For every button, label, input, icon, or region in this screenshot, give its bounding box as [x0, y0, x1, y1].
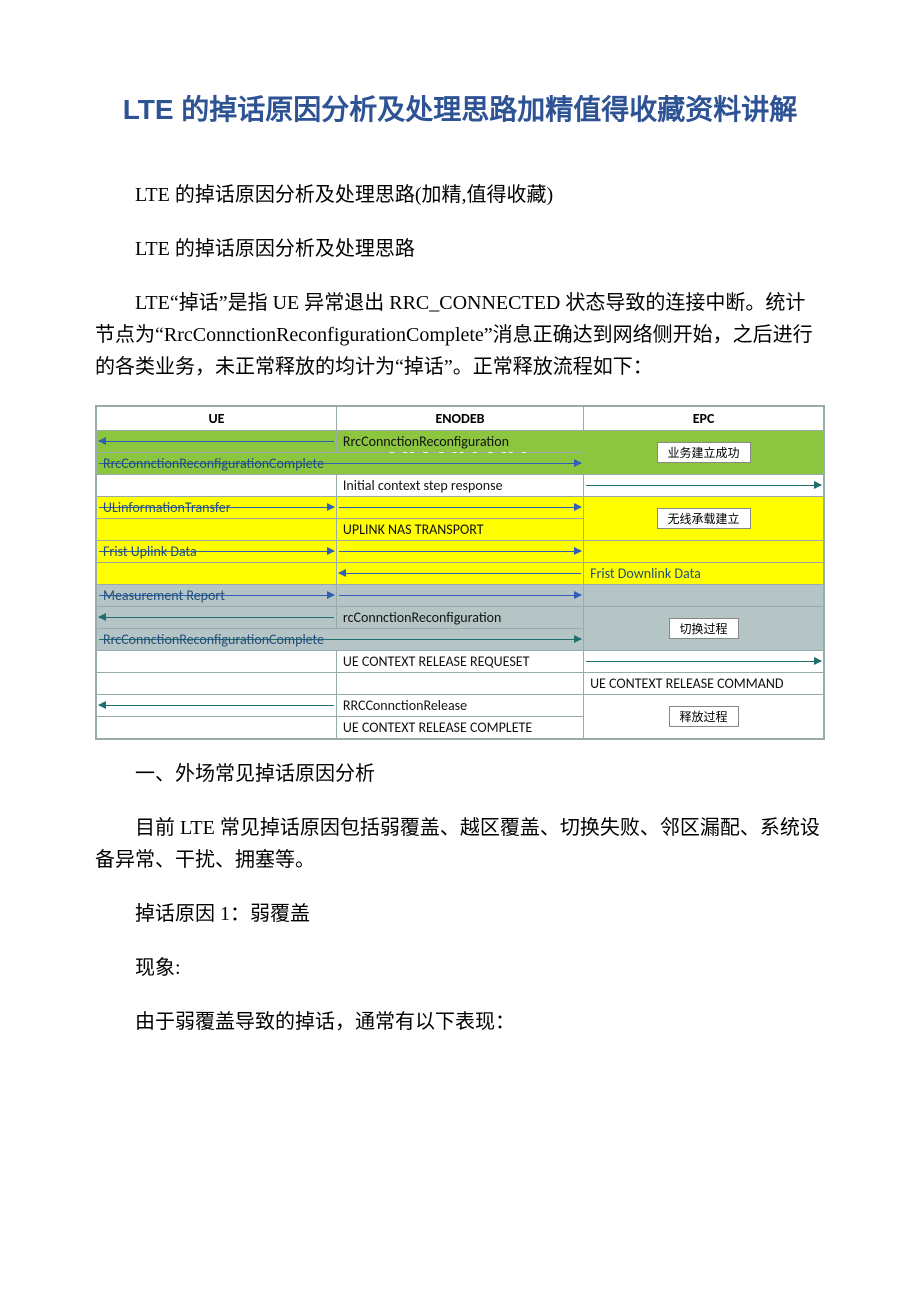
page-title: LTE 的掉话原因分析及处理思路加精值得收藏资料讲解: [95, 90, 825, 131]
sequence-row: Measurement Report: [97, 584, 824, 606]
col-header-enodeb: ENODEB: [336, 406, 583, 430]
phase-tag: 释放过程: [669, 706, 739, 727]
sequence-header-row: UE ENODEB EPC: [97, 406, 824, 430]
sequence-row: Frist Uplink Data: [97, 540, 824, 562]
phase-tag: 业务建立成功: [657, 442, 751, 463]
col-header-epc: EPC: [584, 406, 824, 430]
para-subtitle-2: LTE 的掉话原因分析及处理思路: [95, 233, 825, 265]
col-header-ue: UE: [97, 406, 337, 430]
para-intro: LTE“掉话”是指 UE 异常退出 RRC_CONNECTED 状态导致的连接中…: [95, 287, 825, 383]
para-phenomenon-label: 现象:: [95, 952, 825, 984]
phase-tag: 切换过程: [669, 618, 739, 639]
sequence-row: rcConnctionReconfiguration切换过程: [97, 606, 824, 628]
sequence-row: ULinformationTransfer无线承载建立: [97, 496, 824, 518]
sequence-row: UE CONTEXT RELEASE REQUESET: [97, 650, 824, 672]
sequence-row: Frist Downlink Data: [97, 562, 824, 584]
para-cause-1-title: 掉话原因 1：弱覆盖: [95, 898, 825, 930]
sequence-row: RrcConnctionReconfiguration业务建立成功: [97, 430, 824, 452]
sequence-diagram: WWW UE ENODEB EPC RrcConnctionReconfigur…: [95, 405, 825, 740]
sequence-row: UE CONTEXT RELEASE COMMAND: [97, 672, 824, 694]
para-causes-summary: 目前 LTE 常见掉话原因包括弱覆盖、越区覆盖、切换失败、邻区漏配、系统设备异常…: [95, 812, 825, 876]
sequence-row: Initial context step response: [97, 474, 824, 496]
para-subtitle-1: LTE 的掉话原因分析及处理思路(加精,值得收藏): [95, 179, 825, 211]
phase-tag: 无线承载建立: [657, 508, 751, 529]
sequence-table: UE ENODEB EPC RrcConnctionReconfiguratio…: [96, 406, 824, 739]
para-section-1: 一、外场常见掉话原因分析: [95, 758, 825, 790]
sequence-row: RRCConnctionRelease释放过程: [97, 694, 824, 716]
para-phenomenon-intro: 由于弱覆盖导致的掉话，通常有以下表现：: [95, 1006, 825, 1038]
